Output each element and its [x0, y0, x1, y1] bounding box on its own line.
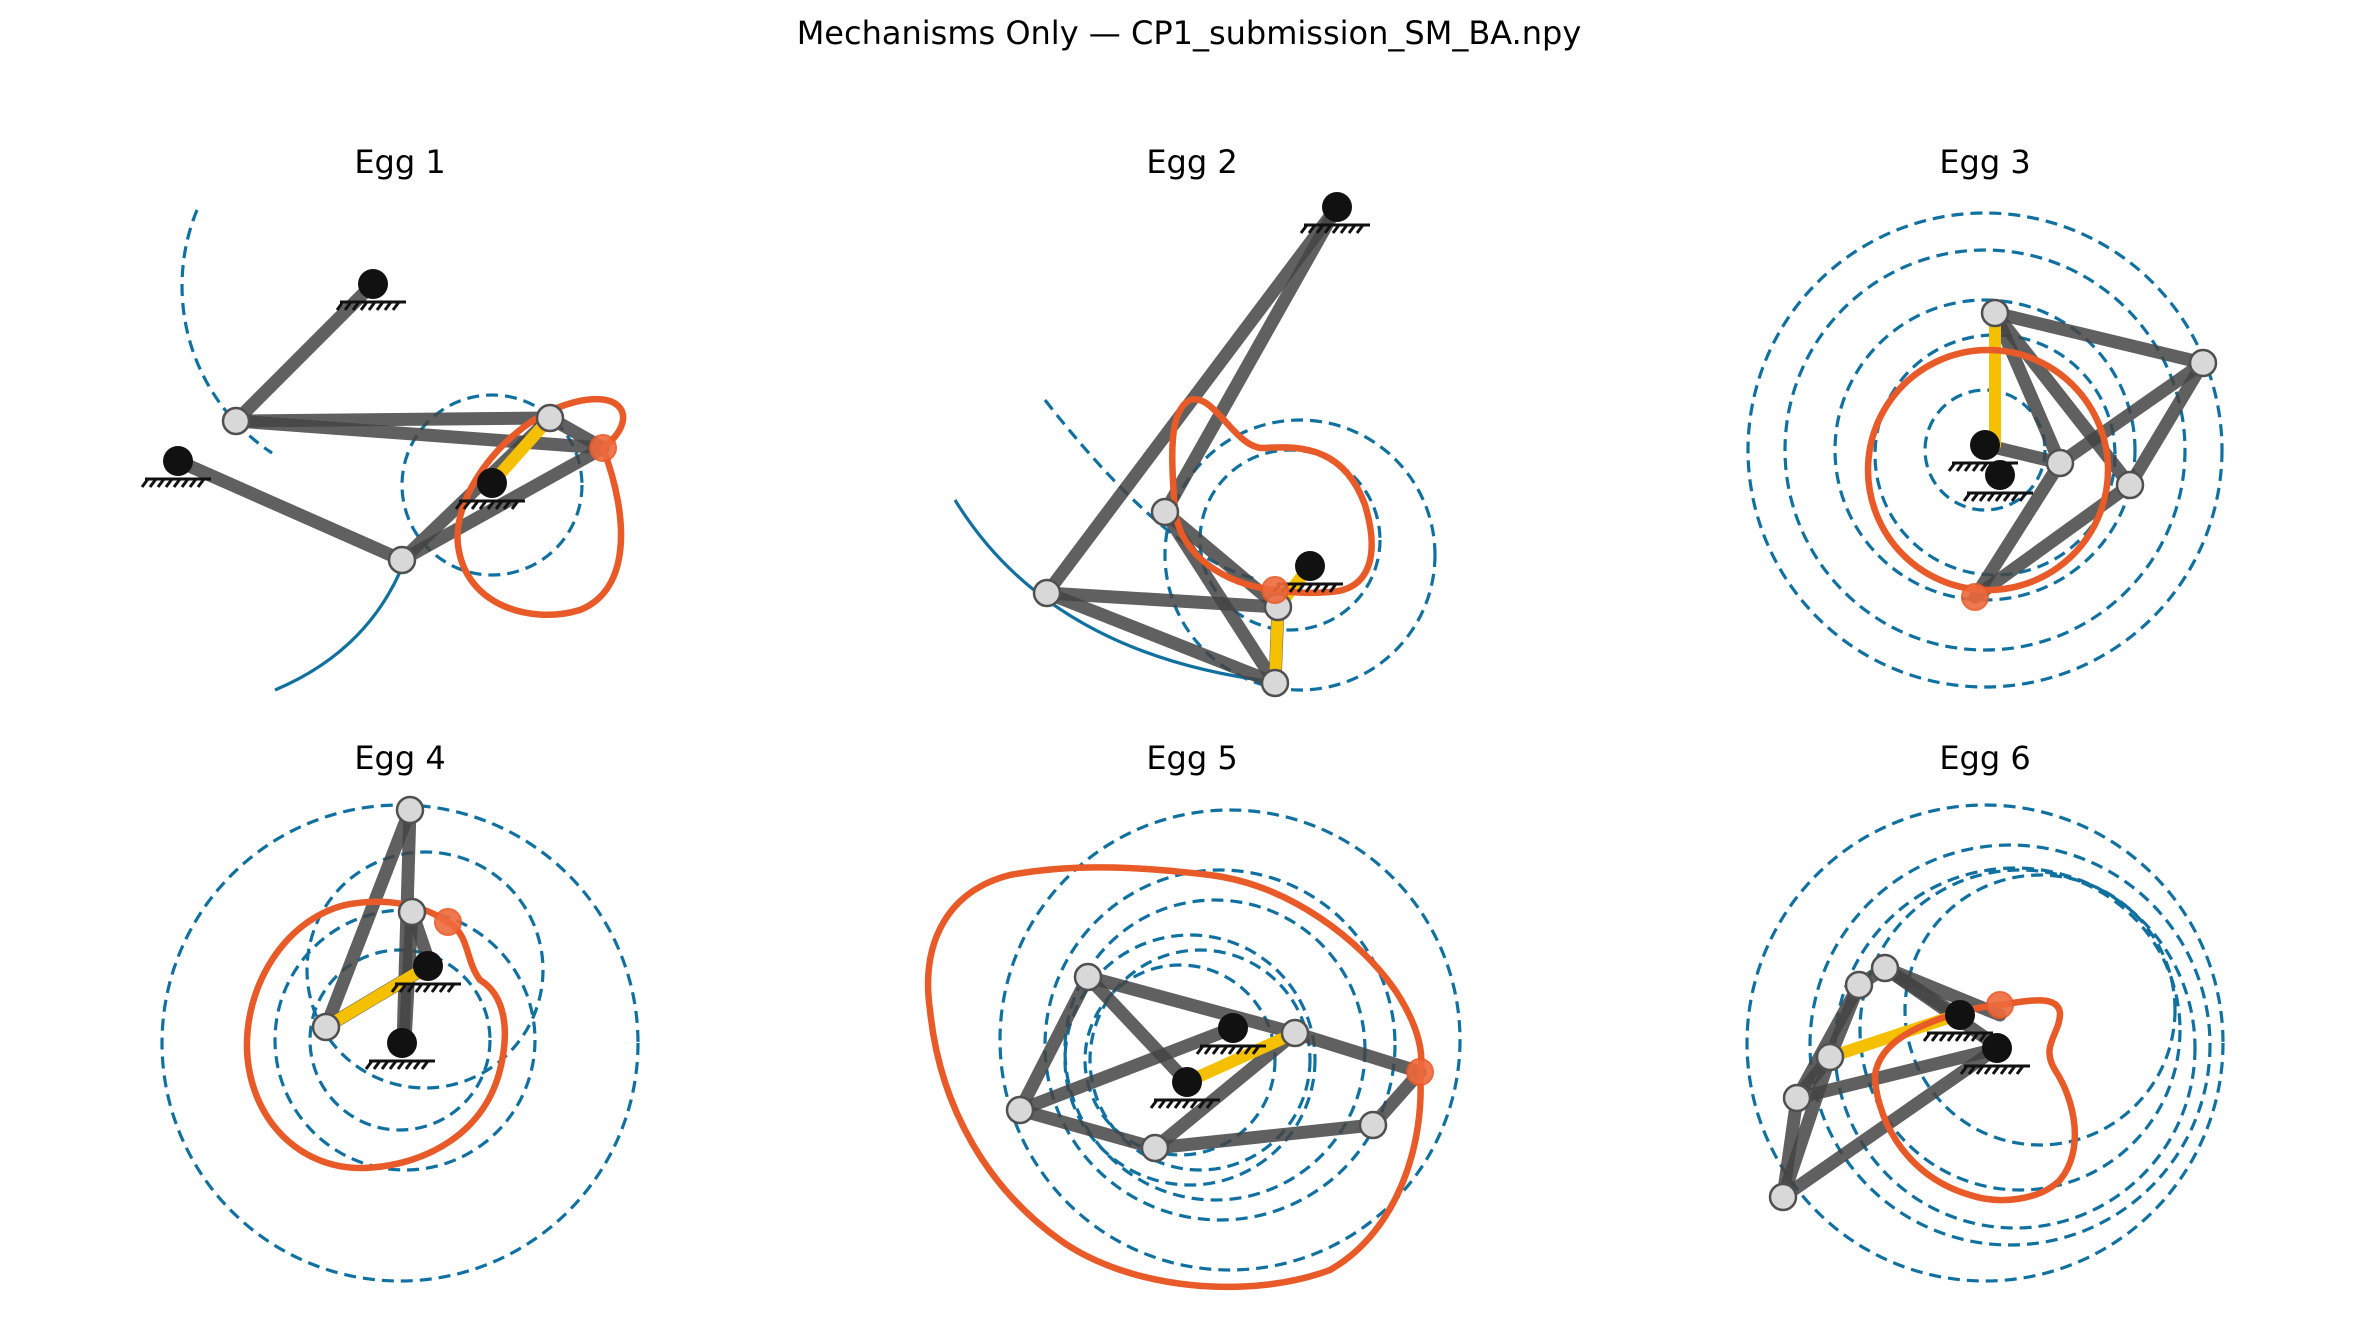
ground-pin: [1149, 1067, 1220, 1109]
joints: [1768, 953, 2014, 1212]
ground-pin: [1195, 1013, 1266, 1055]
tracer-point: [1961, 583, 1989, 611]
panel-title: Egg 3: [1939, 143, 2030, 181]
ground-pin: [1959, 1033, 2030, 1075]
links: [171, 277, 610, 567]
panel-egg-4: Egg 4: [160, 739, 640, 1283]
tracer-point: [1986, 991, 2014, 1019]
ground-pins: [1272, 192, 1370, 593]
coupler-curve: [1168, 396, 1375, 597]
panel-title: Egg 2: [1146, 143, 1237, 181]
panel-title: Egg 1: [354, 143, 445, 181]
panel-egg-6: Egg 6: [1745, 739, 2225, 1283]
ground-pin: [1922, 1000, 1993, 1042]
panel-egg-1: Egg 1: [140, 143, 627, 692]
ground-pin: [335, 269, 406, 311]
tracer-point: [1261, 576, 1289, 604]
ground-pins: [1947, 430, 2033, 502]
panel-title: Egg 6: [1939, 739, 2030, 777]
joints: [221, 403, 617, 575]
joints: [1005, 962, 1434, 1163]
links: [1968, 306, 2210, 604]
panel-egg-5: Egg 5: [924, 739, 1462, 1291]
coupler-curve: [243, 898, 508, 1172]
input-crank: [320, 959, 436, 1033]
ground-pins: [1149, 1013, 1266, 1109]
tracer-point: [589, 434, 617, 462]
ground-pin: [1962, 460, 2033, 502]
input-crank: [1181, 1027, 1301, 1088]
panel-title: Egg 4: [354, 739, 445, 777]
ground-pins: [140, 269, 525, 510]
ground-pin: [1299, 192, 1370, 234]
coupler-curve: [924, 864, 1425, 1291]
figure-title: Mechanisms Only — CP1_submission_SM_BA.n…: [797, 14, 1582, 52]
coupler-curve: [454, 395, 627, 619]
coupler-curve: [1871, 997, 2079, 1204]
tracer-point: [1406, 1058, 1434, 1086]
panel-egg-2: Egg 2: [953, 143, 1437, 698]
panel-egg-3: Egg 3: [1746, 143, 2224, 689]
ground-pins: [1922, 1000, 2030, 1075]
ground-pin: [454, 468, 525, 510]
ground-pin: [140, 446, 211, 488]
joint-paths: [1745, 803, 2225, 1283]
joints: [311, 795, 462, 1042]
links: [319, 803, 437, 1050]
ground-pins: [364, 951, 461, 1070]
ground-pin: [390, 951, 461, 993]
panel-title: Egg 5: [1146, 739, 1237, 777]
coupler-curve: [1864, 346, 2112, 594]
joints: [1032, 497, 1293, 698]
joints: [1961, 298, 2218, 611]
joint-paths: [998, 808, 1462, 1272]
tracer-point: [434, 908, 462, 936]
ground-pin: [364, 1028, 435, 1070]
